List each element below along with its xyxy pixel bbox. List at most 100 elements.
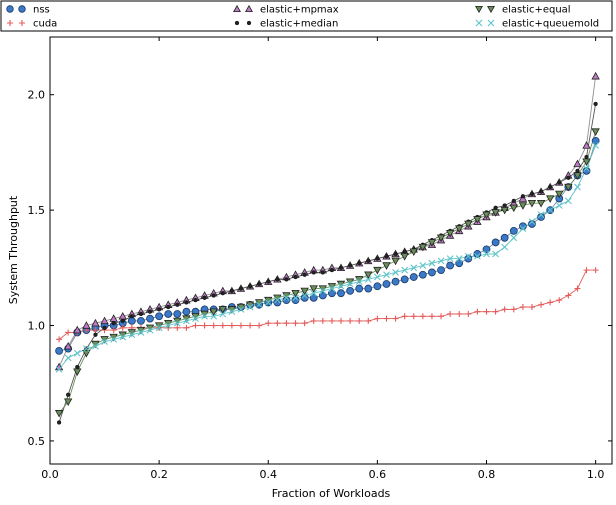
data-point-elastic-equal (509, 204, 518, 213)
x-tick-label: 0.4 (260, 468, 278, 481)
data-point-elastic-median (402, 249, 407, 254)
data-point-elastic-median (502, 203, 507, 208)
data-point-elastic-queuemold (164, 322, 172, 329)
data-point-cuda (419, 313, 426, 320)
data-point-elastic-mpmax (100, 316, 109, 325)
data-point-elastic-queuemold (501, 243, 509, 251)
data-point-cuda (483, 308, 490, 315)
data-point-elastic-queuemold (455, 255, 463, 262)
data-point-elastic-median (238, 286, 244, 291)
data-point-elastic-median (338, 265, 344, 270)
y-axis-ticks: 0.5 1.0 1.5 2.0 (28, 89, 612, 448)
data-point-cuda (465, 310, 472, 317)
data-point-elastic-mpmax (573, 159, 582, 168)
data-point-nss (537, 213, 545, 221)
data-point-nss (355, 284, 364, 293)
data-point-elastic-queuemold (464, 252, 472, 260)
data-point-nss (382, 280, 391, 288)
data-point-nss (164, 310, 173, 318)
data-point-elastic-queuemold (419, 262, 427, 269)
data-point-elastic-queuemold (173, 319, 181, 327)
x-tick-label: 0.2 (150, 468, 168, 481)
data-point-cuda (365, 317, 372, 324)
data-point-cuda (410, 313, 417, 320)
data-point-elastic-mpmax (63, 341, 73, 350)
data-point-cuda (301, 320, 308, 327)
data-point-cuda (283, 320, 290, 327)
data-point-nss (446, 261, 455, 270)
x-tick-label: 1.0 (587, 468, 605, 481)
data-point-cuda (383, 315, 390, 322)
data-point-elastic-queuemold (401, 266, 409, 274)
data-point-elastic-median (284, 277, 289, 282)
data-point-elastic-queuemold (119, 333, 127, 341)
data-point-elastic-median (129, 314, 134, 319)
data-point-elastic-mpmax (582, 141, 591, 149)
data-point-elastic-median (193, 297, 198, 303)
legend-marker-elastic-queuemold (487, 19, 495, 27)
data-point-cuda (319, 317, 326, 324)
data-point-cuda (428, 313, 435, 320)
data-point-elastic-mpmax (91, 318, 100, 327)
data-point-elastic-median (56, 420, 62, 425)
data-point-elastic-median (75, 364, 80, 370)
data-point-cuda (456, 310, 463, 317)
data-point-elastic-median (120, 318, 125, 324)
data-point-elastic-queuemold (319, 287, 327, 295)
data-point-elastic-queuemold (519, 225, 527, 232)
data-point-elastic-median (102, 325, 107, 330)
data-point-elastic-queuemold (83, 345, 90, 352)
data-point-cuda (574, 285, 581, 292)
legend-label-elastic-mpmax: elastic+mpmax (260, 5, 339, 16)
data-point-elastic-equal (546, 195, 555, 203)
data-point-nss (55, 347, 64, 355)
data-point-elastic-median (366, 258, 371, 264)
data-point-nss (364, 284, 373, 293)
data-point-elastic-equal (373, 266, 382, 275)
legend-marker-elastic-mpmax (233, 4, 241, 13)
data-point-elastic-equal (309, 285, 318, 293)
data-point-cuda (474, 308, 481, 315)
legend-label-elastic-median: elastic+median (260, 19, 338, 30)
data-point-elastic-equal (300, 287, 309, 296)
data-point-elastic-equal (518, 202, 528, 210)
data-point-elastic-median (538, 189, 544, 194)
data-point-nss (155, 312, 164, 321)
data-point-elastic-queuemold (437, 257, 445, 265)
data-point-elastic-median (320, 270, 325, 275)
data-point-elastic-equal (445, 229, 455, 238)
data-point-elastic-queuemold (383, 271, 390, 279)
series-line-elastic-median (58, 103, 597, 423)
data-point-elastic-equal (209, 308, 218, 316)
data-point-nss (146, 314, 154, 323)
data-point-elastic-median (202, 295, 207, 300)
data-point-elastic-median (520, 194, 526, 199)
x-axis-label: Fraction of Workloads (272, 487, 391, 500)
data-point-nss (464, 254, 473, 263)
data-point-cuda (510, 306, 517, 313)
data-point-elastic-queuemold (392, 269, 399, 276)
data-point-nss (500, 233, 509, 242)
data-point-elastic-queuemold (264, 299, 272, 306)
data-point-elastic-queuemold (128, 331, 136, 339)
legend-marker-nss (18, 5, 26, 13)
series-markers-cuda (56, 267, 599, 343)
data-point-elastic-median (566, 175, 571, 180)
data-point-nss (418, 270, 427, 279)
data-point-cuda (247, 322, 254, 329)
data-point-nss (173, 310, 182, 318)
data-point-elastic-equal (564, 183, 573, 192)
data-point-elastic-equal (391, 257, 400, 266)
data-point-nss (373, 282, 382, 291)
data-point-cuda (274, 320, 281, 327)
data-point-nss (346, 286, 354, 295)
data-point-elastic-median (384, 254, 389, 259)
data-point-elastic-queuemold (446, 255, 454, 262)
data-point-elastic-queuemold (483, 250, 490, 258)
data-point-elastic-queuemold (492, 250, 500, 258)
data-point-elastic-median (302, 272, 307, 277)
legend-marker-elastic-equal (487, 5, 495, 14)
data-point-elastic-equal (218, 306, 227, 314)
data-point-nss (455, 259, 464, 268)
legend-marker-cuda (19, 20, 25, 26)
